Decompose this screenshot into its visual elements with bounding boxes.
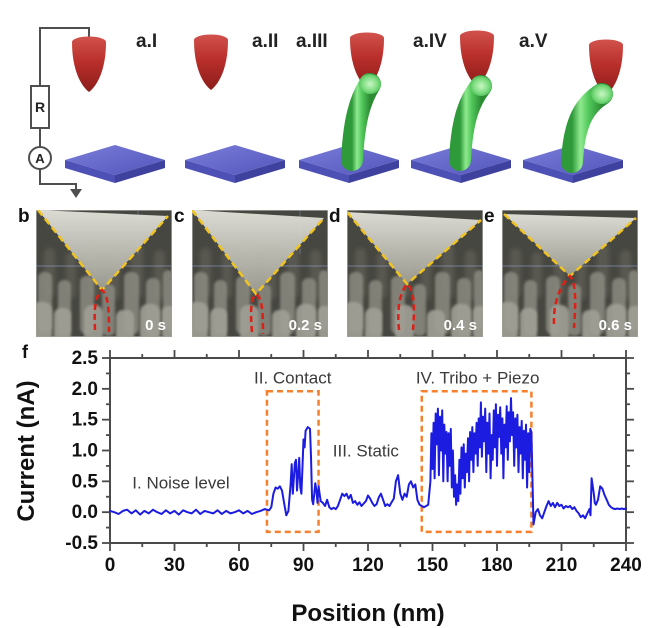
resistor-label: R <box>35 99 45 115</box>
ammeter-label: A <box>35 151 45 166</box>
schematic-a1 <box>65 36 165 183</box>
circuit-diagram <box>28 27 90 198</box>
x-tick-label: 60 <box>228 555 249 576</box>
timestamp: 0.2 s <box>289 317 322 334</box>
nanowire <box>341 73 381 171</box>
x-tick-label: 120 <box>352 555 384 576</box>
panel-label-a5: a.V <box>519 31 548 52</box>
y-tick-label: 1.0 <box>72 441 98 462</box>
y-tick-label: 0.0 <box>72 502 98 523</box>
x-tick-label: 0 <box>105 555 116 576</box>
sem-image-d: 0.4 s <box>347 210 483 337</box>
schematic-a4 <box>411 30 511 183</box>
panel-label-d: d <box>329 206 341 227</box>
chart-annotation: III. Static <box>333 441 400 460</box>
tip-outline-dashed <box>347 211 482 286</box>
afm-tip-shadow <box>192 210 324 294</box>
chart-annotation: IV. Tribo + Piezo <box>416 369 540 388</box>
afm-tip <box>194 34 228 90</box>
nanowire-outline-dashed <box>93 288 111 333</box>
substrate-side <box>349 160 399 183</box>
afm-tip <box>350 32 384 88</box>
substrate-front <box>523 160 573 183</box>
substrate-side <box>461 160 511 183</box>
current-position-chart: f Current (nA) Position (nm) 0 30 60 90 120 1… <box>13 342 642 627</box>
data-line <box>109 397 627 526</box>
timestamp: 0.4 s <box>444 317 477 334</box>
afm-tip <box>589 39 623 95</box>
chart-annotation: I. Noise level <box>132 474 229 493</box>
x-tick-label: 150 <box>417 555 449 576</box>
substrate-front <box>185 160 235 183</box>
schematic-row: R A <box>28 27 623 198</box>
substrate-front <box>65 160 115 183</box>
panel-label-a2: a.II <box>252 31 278 52</box>
afm-tip-shadow <box>504 214 636 276</box>
afm-tip <box>72 36 106 92</box>
nanowire-cap <box>470 76 492 96</box>
substrate-side <box>115 160 165 183</box>
schematic-a2 <box>185 34 285 183</box>
afm-tip-shadow <box>347 212 481 284</box>
circuit-wire <box>39 169 77 189</box>
sem-image-c: 0.2 s <box>192 210 328 337</box>
nanowire-cap <box>591 84 613 104</box>
panel-label-b: b <box>18 206 30 227</box>
circuit-wire <box>39 27 90 86</box>
chart-annotation: II. Contact <box>254 369 332 388</box>
region-box <box>420 390 533 534</box>
substrate-front <box>299 160 349 183</box>
y-tick-label: 0.5 <box>72 471 99 492</box>
nanowire-outline-dashed <box>249 292 265 335</box>
timestamp: 0 s <box>145 317 166 334</box>
nanowire-outline-dashed <box>552 274 577 329</box>
y-tick-label: 2.5 <box>72 348 99 369</box>
region-box <box>265 390 320 534</box>
x-tick-label: 240 <box>610 555 642 576</box>
x-axis-title: Position (nm) <box>291 600 444 627</box>
afm-tip <box>460 30 494 87</box>
schematic-a3 <box>299 32 399 183</box>
resistor-symbol <box>30 85 50 129</box>
tip-outline-dashed <box>192 210 325 296</box>
panel-label-a4: a.IV <box>413 31 447 52</box>
panel-label-e: e <box>484 206 495 227</box>
y-tick-label: 1.5 <box>72 410 99 431</box>
ground-icon <box>70 189 82 198</box>
nanowire <box>449 75 492 171</box>
panel-label-a3: a.III <box>296 31 328 52</box>
sem-image-b: 0 s <box>36 210 172 337</box>
x-tick-label: 90 <box>293 555 314 576</box>
substrate-side <box>573 160 623 183</box>
sem-image-e: 0.6 s <box>502 210 638 337</box>
panel-label-c: c <box>174 206 185 227</box>
nanowire-cap <box>359 74 381 94</box>
x-tick-label: 30 <box>164 555 185 576</box>
x-tick-label: 210 <box>546 555 578 576</box>
y-tick-label: -0.5 <box>65 533 98 554</box>
substrate-front <box>411 160 461 183</box>
panel-label-f: f <box>22 342 29 362</box>
ammeter-symbol <box>28 146 52 170</box>
y-tick-label: 2.0 <box>72 379 98 400</box>
plot-area: 0 30 60 90 120 150 180 210 240 -0.5 0.0 0.5 1.0 1.5 2.… <box>65 348 642 576</box>
x-tick-label: 180 <box>481 555 513 576</box>
panel-label-a1: a.I <box>136 31 157 52</box>
y-axis-title: Current (nA) <box>13 380 40 521</box>
schematic-a5 <box>523 39 623 183</box>
substrate-side <box>235 160 285 183</box>
timestamp: 0.6 s <box>599 317 632 334</box>
afm-tip-shadow <box>38 210 168 290</box>
